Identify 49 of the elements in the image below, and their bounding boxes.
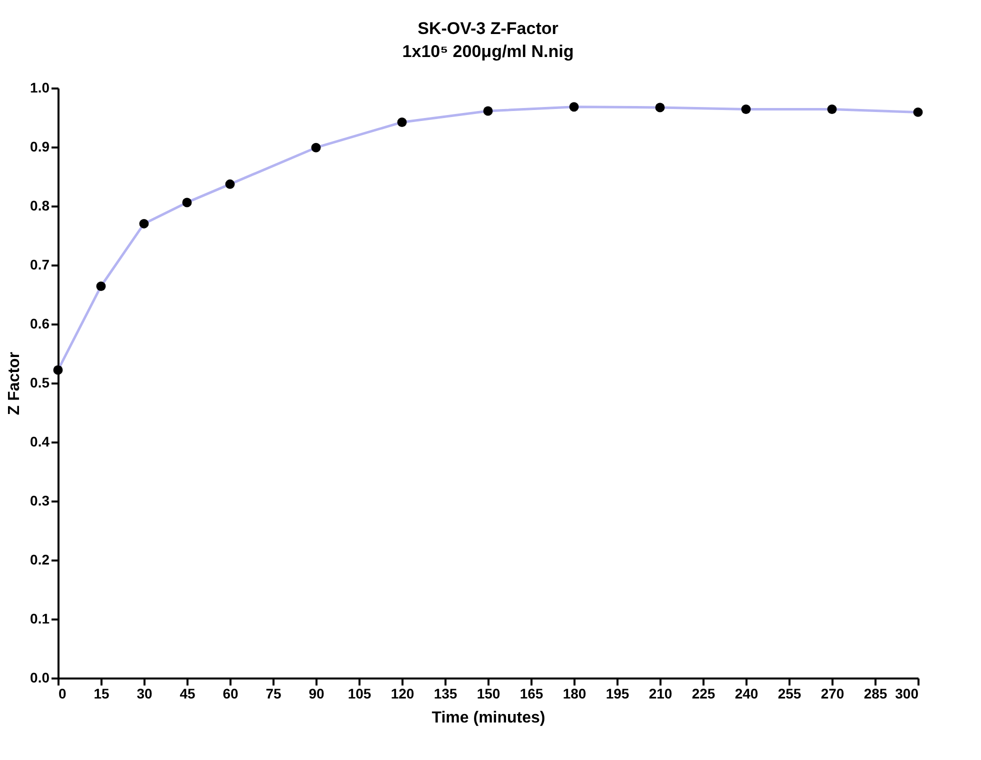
y-tick-label: 0.2 (30, 552, 50, 568)
x-tick-label: 45 (180, 686, 196, 702)
x-tick-label: 60 (222, 686, 238, 702)
y-tick-label: 0.4 (30, 434, 50, 450)
x-tick-label: 30 (136, 686, 152, 702)
point (741, 104, 751, 114)
chart-subtitle: 1x10⁵ 200μg/ml N.nig (402, 42, 574, 61)
x-axis-title: Time (minutes) (432, 710, 546, 726)
x-tick-label: 270 (820, 686, 844, 702)
point (96, 282, 106, 291)
x-tick-label: 255 (778, 686, 802, 702)
y-tick-label: 0.7 (30, 256, 50, 272)
point (53, 365, 63, 375)
y-tick-label: 0.3 (30, 492, 50, 508)
point (225, 179, 235, 189)
point (913, 107, 923, 117)
chart-title: SK-OV-3 Z-Factor (418, 19, 559, 38)
x-tick-label: 0 (58, 686, 66, 702)
point (182, 198, 192, 208)
x-tick-label: 135 (434, 686, 458, 702)
y-axis-title: Z Factor (6, 352, 24, 416)
y-tick-label: 0.5 (30, 374, 50, 390)
x-tick-label: 180 (562, 686, 586, 702)
x-tick-label: 120 (390, 686, 414, 702)
y-tick-label: 0.1 (30, 610, 50, 626)
point (397, 117, 407, 127)
x-tick-label: 150 (476, 686, 500, 702)
y-tick-label: 0.6 (30, 316, 50, 332)
x-tick-label: 165 (520, 686, 544, 702)
y-tick-label: 0.0 (30, 670, 50, 686)
x-tick-label: 195 (606, 686, 630, 702)
x-tick-label: 300 (895, 686, 919, 702)
point (139, 218, 149, 228)
point (827, 104, 837, 114)
point (311, 142, 321, 152)
point (655, 102, 665, 112)
y-tick-label: 0.9 (30, 138, 50, 154)
y-tick-label: 0.8 (30, 198, 50, 214)
x-tick-label: 75 (266, 686, 282, 702)
x-tick-label: 240 (734, 686, 758, 702)
point (483, 106, 493, 116)
point (569, 102, 579, 112)
x-tick-label: 210 (648, 686, 672, 702)
x-tick-label: 90 (308, 686, 324, 702)
x-tick-label: 285 (864, 686, 888, 702)
x-tick-label: 15 (94, 686, 110, 702)
x-tick-label: 105 (348, 686, 372, 702)
x-tick-label: 225 (692, 686, 716, 702)
y-tick-label: 1.0 (30, 80, 50, 96)
